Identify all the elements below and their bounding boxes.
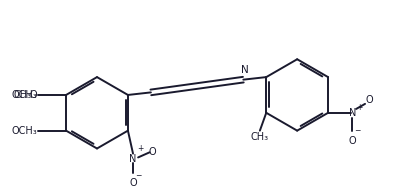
Text: N: N xyxy=(349,108,356,118)
Text: O: O xyxy=(148,147,156,157)
Text: +: + xyxy=(137,144,143,153)
Text: CH₃: CH₃ xyxy=(251,132,269,142)
Text: OCH₃: OCH₃ xyxy=(11,126,37,136)
Text: O: O xyxy=(29,90,37,100)
Text: −: − xyxy=(354,126,361,135)
Text: OCH₃: OCH₃ xyxy=(11,90,37,100)
Text: O: O xyxy=(365,95,373,105)
Text: CH₃: CH₃ xyxy=(14,90,32,100)
Text: N: N xyxy=(241,65,248,74)
Text: O: O xyxy=(129,178,137,188)
Text: N: N xyxy=(129,154,137,164)
Text: O: O xyxy=(349,136,356,146)
Text: −: − xyxy=(135,171,141,180)
Text: +: + xyxy=(356,103,363,112)
